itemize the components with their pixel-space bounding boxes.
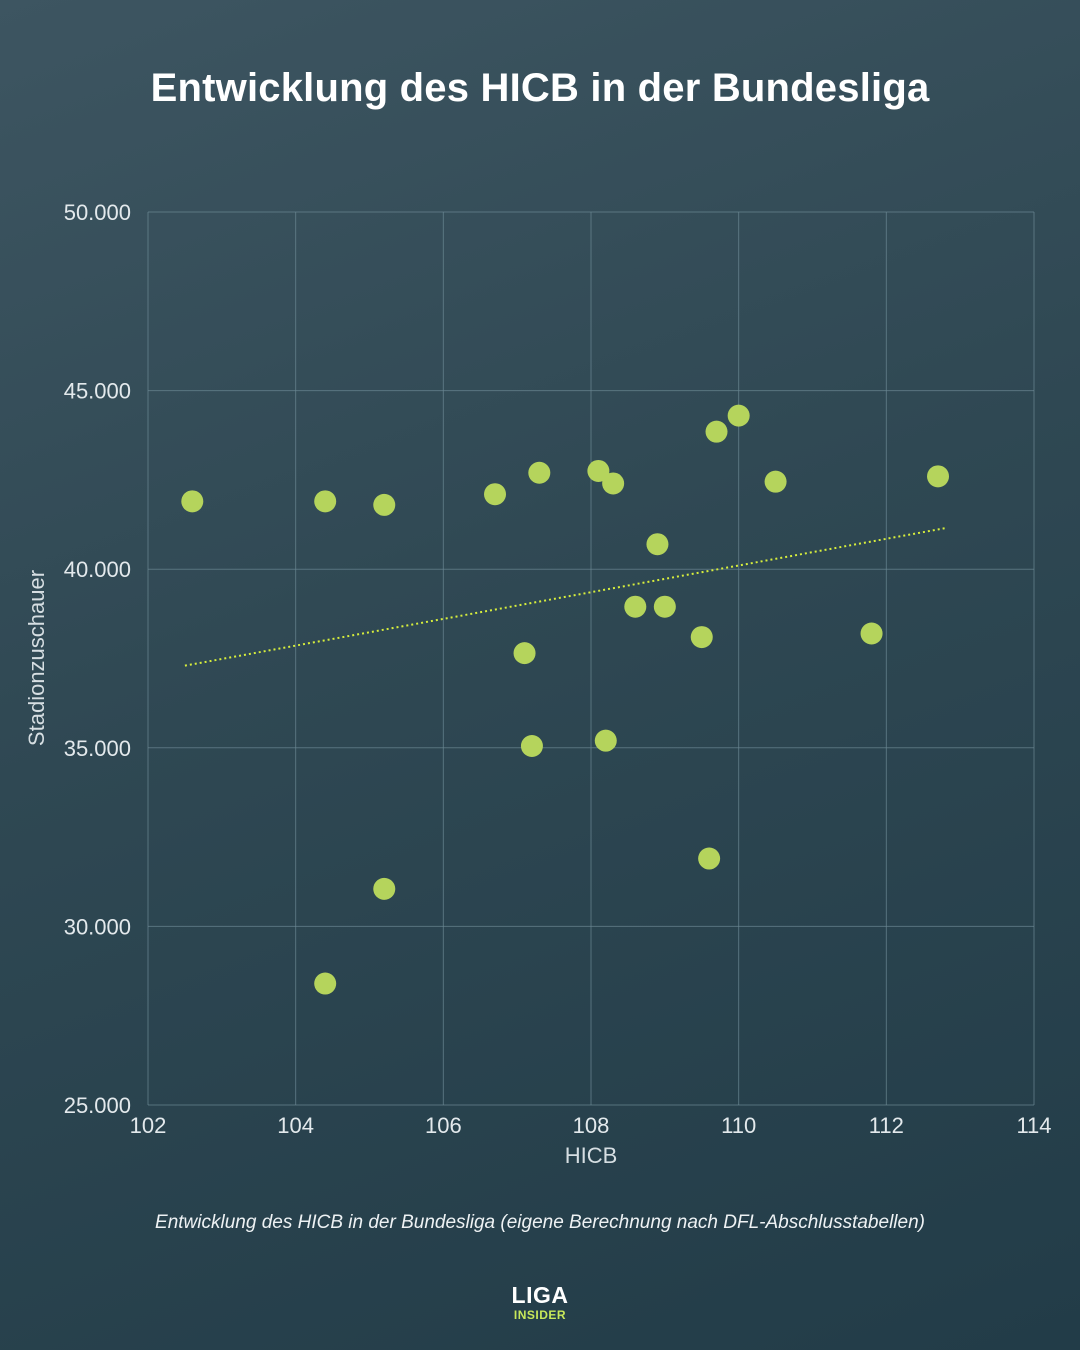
data-point [927, 465, 950, 488]
data-point [602, 472, 625, 495]
data-points [181, 404, 950, 995]
data-point [314, 972, 337, 995]
data-point [764, 470, 787, 493]
y-axis-label: Stadionzuschauer [24, 570, 49, 746]
data-point [181, 490, 204, 513]
y-tick-label: 50.000 [64, 200, 131, 225]
data-point [594, 729, 617, 752]
logo-text-top: LIGA [511, 1282, 569, 1308]
data-point [513, 642, 536, 665]
chart-caption: Entwicklung des HICB in der Bundesliga (… [155, 1212, 925, 1233]
x-tick-label: 104 [277, 1113, 314, 1138]
data-point [705, 420, 728, 443]
y-tick-label: 35.000 [64, 736, 131, 761]
x-axis-label: HICB [565, 1143, 618, 1168]
x-tick-label: 108 [573, 1113, 610, 1138]
x-tick-label: 114 [1016, 1113, 1051, 1138]
data-point [727, 404, 750, 427]
data-point [653, 595, 676, 618]
data-point [698, 847, 721, 870]
scatter-chart: 102 104 106 108 110 112 114 25.000 30.000 35.000 4… [24, 200, 1052, 1168]
data-point [646, 533, 669, 556]
data-point [860, 622, 883, 645]
liga-insider-logo: LIGA INSIDER [490, 1282, 590, 1322]
chart-title: Entwicklung des HICB in der Bundesliga [150, 66, 930, 110]
y-tick-label: 30.000 [64, 914, 131, 939]
data-point [528, 461, 551, 484]
data-point [373, 877, 396, 900]
y-tick-label: 40.000 [64, 557, 131, 582]
trendline [184, 527, 946, 667]
data-point [624, 595, 647, 618]
data-point [690, 626, 713, 649]
x-tick-label: 110 [721, 1113, 756, 1138]
tick-labels: 102 104 106 108 110 112 114 25.000 30.000 35.000 4… [64, 200, 1052, 1138]
grid-lines [147, 211, 1035, 1106]
data-point [587, 459, 610, 482]
trendline-layer [184, 527, 946, 667]
data-point [520, 735, 543, 758]
data-point [484, 483, 507, 506]
x-tick-label: 106 [425, 1113, 462, 1138]
data-point [314, 490, 337, 513]
logo-text-bottom: INSIDER [513, 1308, 567, 1322]
x-tick-label: 102 [130, 1113, 167, 1138]
x-tick-label: 112 [869, 1113, 904, 1138]
y-tick-label: 25.000 [64, 1093, 131, 1118]
data-point [373, 493, 396, 516]
y-tick-label: 45.000 [64, 379, 131, 404]
